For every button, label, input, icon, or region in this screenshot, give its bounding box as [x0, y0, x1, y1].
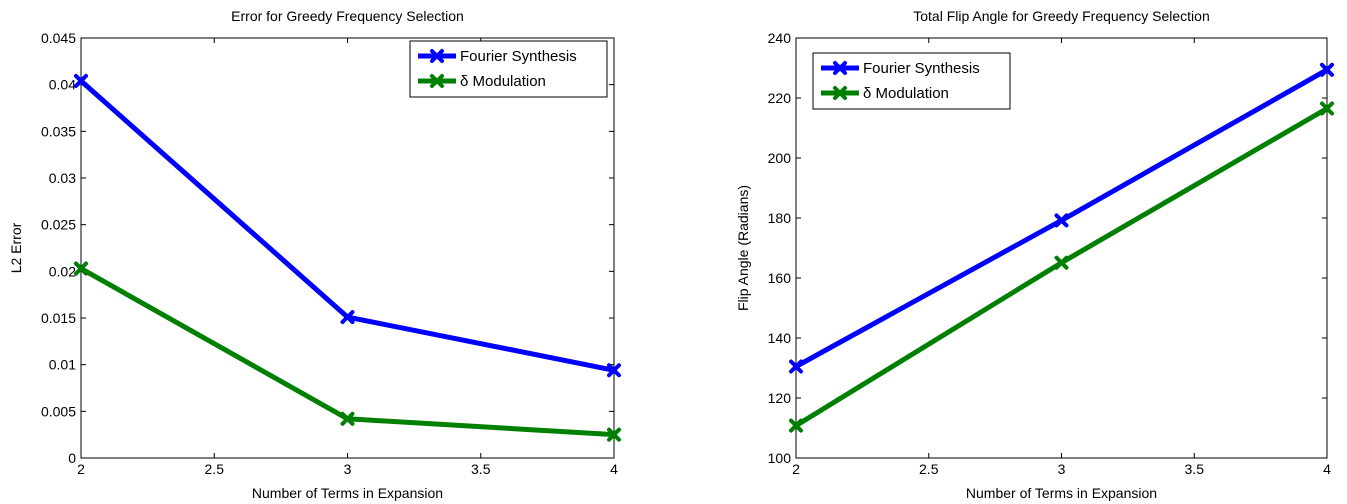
plot-area — [80, 37, 615, 459]
legend-label: δ Modulation — [460, 73, 546, 90]
y-tick-label: 180 — [768, 210, 792, 226]
y-tick-label: 0.01 — [49, 357, 76, 373]
y-tick-label: 0.015 — [41, 310, 76, 326]
data-point — [1320, 62, 1334, 77]
y-axis-label: Flip Angle (Radians) — [735, 185, 751, 311]
x-tick-label: 3 — [1058, 461, 1066, 477]
error-chart: Error for Greedy Frequency Selection Num… — [8, 8, 621, 501]
data-point — [1054, 255, 1069, 270]
x-tick-label: 3 — [344, 461, 352, 477]
legend-marker — [430, 49, 444, 63]
legend-label: Fourier Synthesis — [863, 60, 980, 77]
data-point — [607, 427, 621, 442]
legend: Fourier Synthesis δ Modulation — [409, 40, 608, 98]
y-tick-label: 200 — [768, 150, 792, 166]
y-axis-label: L2 Error — [8, 222, 24, 273]
data-point — [1054, 213, 1069, 228]
chart-title: Total Flip Angle for Greedy Frequency Se… — [913, 8, 1210, 24]
legend: Fourier Synthesis δ Modulation — [812, 52, 1011, 110]
x-axis-label: Number of Terms in Expansion — [252, 485, 443, 501]
x-tick-label: 2.5 — [205, 461, 225, 477]
axis-ticks: 2 2.5 3 3.5 4 0 0.005 0.01 0.015 0.02 0.025 0.03 0.0… — [41, 30, 618, 477]
data-point — [1320, 101, 1334, 116]
x-tick-label: 3.5 — [471, 461, 491, 477]
series-layer — [74, 73, 621, 442]
legend-marker — [430, 74, 444, 88]
y-tick-label: 220 — [768, 90, 792, 106]
x-tick-label: 4 — [1323, 461, 1331, 477]
legend-marker — [833, 86, 847, 100]
data-point — [74, 261, 88, 276]
y-tick-label: 160 — [768, 270, 792, 286]
data-point — [340, 411, 355, 426]
y-tick-label: 0.02 — [49, 263, 76, 279]
x-tick-label: 2 — [792, 461, 800, 477]
y-tick-label: 0.025 — [41, 217, 76, 233]
flip-angle-chart: Total Flip Angle for Greedy Frequency Se… — [735, 8, 1334, 501]
x-tick-label: 4 — [610, 461, 618, 477]
x-tick-label: 2 — [77, 461, 85, 477]
y-tick-label: 240 — [768, 30, 792, 46]
y-tick-label: 0.04 — [49, 77, 76, 93]
x-tick-label: 2.5 — [919, 461, 939, 477]
legend-marker — [833, 61, 847, 75]
y-tick-label: 0.03 — [49, 170, 76, 186]
y-tick-label: 0.005 — [41, 403, 76, 419]
chart-title: Error for Greedy Frequency Selection — [231, 8, 464, 24]
series-layer — [789, 62, 1334, 433]
y-tick-label: 0.035 — [41, 123, 76, 139]
y-tick-label: 0.045 — [41, 30, 76, 46]
axis-ticks: 2 2.5 3 3.5 4 100 120 140 160 180 200 220 240 — [768, 30, 1331, 477]
y-tick-label: 100 — [768, 450, 792, 466]
data-point — [340, 310, 355, 325]
data-point — [789, 359, 803, 374]
x-axis-label: Number of Terms in Expansion — [966, 485, 1157, 501]
legend-label: δ Modulation — [863, 85, 949, 102]
data-point — [607, 363, 621, 378]
y-tick-label: 120 — [768, 390, 792, 406]
data-point — [74, 73, 88, 88]
data-point — [789, 418, 803, 433]
legend-label: Fourier Synthesis — [460, 48, 577, 65]
y-tick-label: 140 — [768, 330, 792, 346]
x-tick-label: 3.5 — [1185, 461, 1205, 477]
y-tick-label: 0 — [68, 450, 76, 466]
